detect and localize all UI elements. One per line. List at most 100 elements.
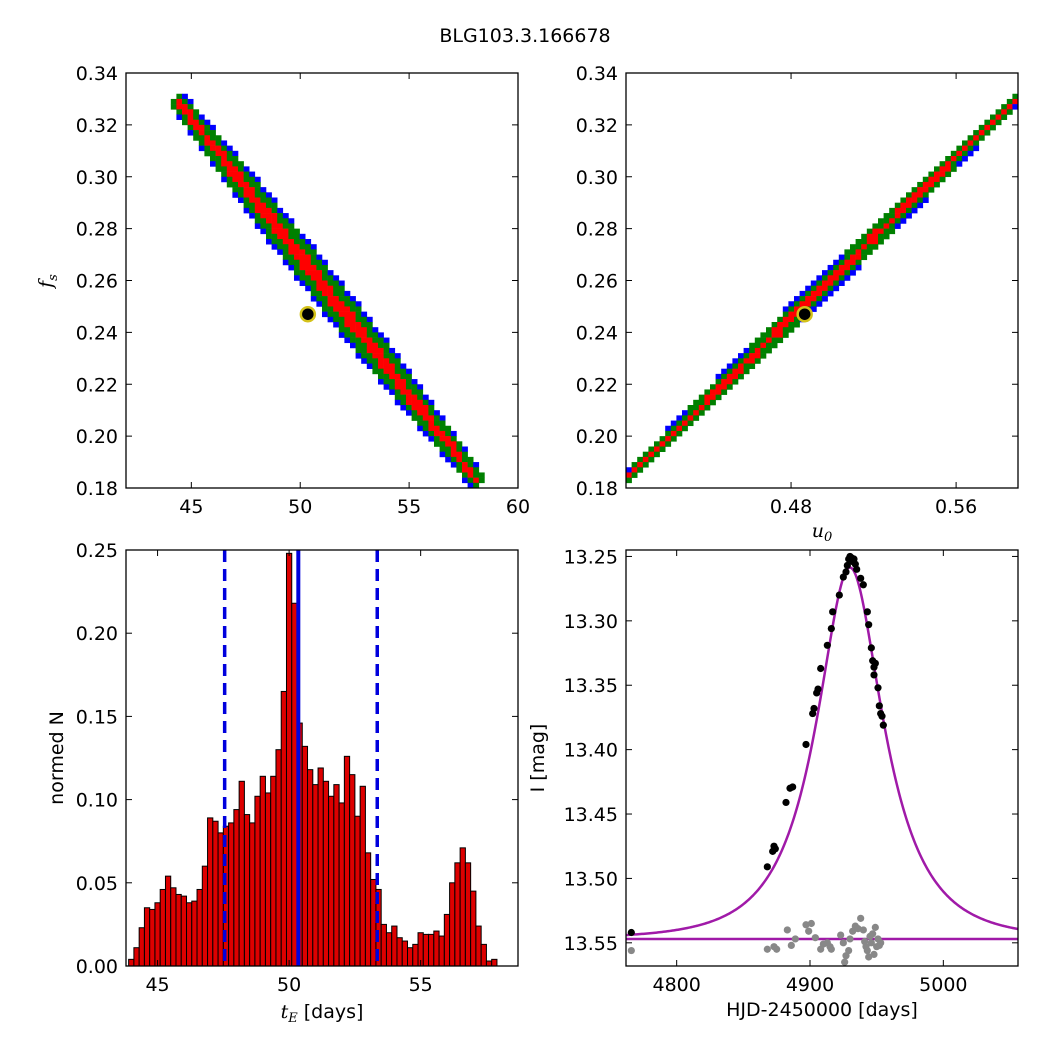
tE-fs-cell-sigma3 xyxy=(182,93,188,100)
tE-fs-ytick-label: 0.24 xyxy=(76,322,118,344)
tE-fs-cell-sigma3 xyxy=(378,379,384,385)
u0-fs-cell-sigma2 xyxy=(670,425,677,432)
tE-fs-cell-sigma2 xyxy=(372,358,379,364)
u0-fs-cell-sigma1 xyxy=(726,379,733,385)
u0-fs-cell-sigma2 xyxy=(861,249,868,255)
tE-fs-cell-sigma2 xyxy=(271,239,278,245)
tE-fs-cell-sigma1 xyxy=(344,306,351,312)
u0-fs-cell-sigma2 xyxy=(687,420,694,427)
u0-fs-cell-sigma3 xyxy=(894,223,901,229)
histogram-bar xyxy=(170,887,177,966)
tE-fs-cell-sigma2 xyxy=(294,270,300,276)
u0-fs-cell-sigma2 xyxy=(911,202,918,209)
tE-fs-cell-sigma2 xyxy=(406,373,412,380)
tE-fs-cell-sigma2 xyxy=(210,135,216,141)
tE-fs-cell-sigma3 xyxy=(428,436,435,442)
data-point xyxy=(843,561,851,570)
tE-fs-cell-sigma3 xyxy=(204,119,211,126)
histogram-bar xyxy=(443,913,451,966)
tE-fs-cell-sigma2 xyxy=(204,145,211,152)
u0-fs-cell-sigma2 xyxy=(654,441,660,447)
tE-fs-cell-sigma3 xyxy=(473,462,480,468)
u0-fs-cell-sigma1 xyxy=(642,456,649,463)
histogram-bar xyxy=(133,947,140,966)
tE-fs-cell-sigma2 xyxy=(316,296,323,302)
histogram-bar xyxy=(285,552,293,966)
tE-fs-cell-sigma1 xyxy=(198,130,205,136)
residual-point xyxy=(871,923,879,931)
tE-fs-cell-sigma2 xyxy=(361,316,368,323)
tE-fs-cell-sigma2 xyxy=(305,280,312,286)
tE-fs-cell-sigma2 xyxy=(327,306,334,312)
histogram-bar xyxy=(270,775,277,966)
tE-fs-cell-sigma2 xyxy=(260,223,267,229)
u0-fs-cell-sigma2 xyxy=(743,363,750,369)
u0-fs-cell-sigma2 xyxy=(861,239,868,245)
tE-fs-cell-sigma2 xyxy=(249,181,256,188)
tE-fs-cell-sigma1 xyxy=(238,176,244,183)
u0-fs-cell-sigma2 xyxy=(962,150,968,157)
histogram-bar xyxy=(243,814,251,966)
u0-fs-cell-sigma1 xyxy=(827,280,834,286)
tE-fs-cell-sigma3 xyxy=(411,379,418,385)
tE-fs-panel: 45 50 55 60 0.18 0.20 0.22 0.24 0.26 0.28 0.30 0.32… xyxy=(35,63,530,518)
u0-fs-cell-sigma1 xyxy=(945,166,952,172)
tE-fs-cell-sigma2 xyxy=(394,358,401,364)
tE-fs-cell-sigma2 xyxy=(299,244,306,250)
u0-fs-cell-sigma2 xyxy=(749,347,756,354)
u0-fs-cell-sigma2 xyxy=(984,130,991,136)
u0-fs-cell-sigma3 xyxy=(967,150,974,157)
u0-fs-cell-sigma2 xyxy=(945,171,952,178)
tE-fs-cell-sigma2 xyxy=(378,373,384,380)
tE-fs-cell-sigma2 xyxy=(467,456,474,463)
u0-fs-cell-sigma1 xyxy=(822,280,828,286)
tE-fs-ylabel: fs xyxy=(35,274,61,290)
u0-fs-cell-sigma1 xyxy=(732,368,739,375)
tE-fs-cell-sigma1 xyxy=(333,301,340,307)
tE-fs-cell-sigma2 xyxy=(221,145,228,152)
data-point xyxy=(874,684,882,692)
tE-fs-cell-sigma2 xyxy=(366,332,373,338)
u0-fs-cell-sigma2 xyxy=(1001,114,1008,120)
tE-fs-cell-sigma2 xyxy=(243,171,250,178)
u0-fs-cell-sigma2 xyxy=(794,322,800,328)
tE-fs-cell-sigma3 xyxy=(355,301,362,307)
tE-fs-cell-sigma1 xyxy=(350,316,356,323)
tE-fs-cell-sigma1 xyxy=(361,327,368,333)
tE-fs-cell-sigma2 xyxy=(282,254,289,261)
tE-fs-cell-sigma1 xyxy=(176,104,183,110)
u0-fs-cell-sigma1 xyxy=(928,176,935,183)
u0-fs-cell-sigma1 xyxy=(945,161,952,167)
tE-fs-cell-sigma2 xyxy=(417,389,424,395)
u0-fs-cell-sigma3 xyxy=(670,420,677,427)
u0-fs-cell-sigma3 xyxy=(911,207,918,214)
u0-fs-cell-sigma1 xyxy=(766,337,772,344)
tE-fs-cell-sigma1 xyxy=(215,150,222,157)
u0-fs-cell-sigma2 xyxy=(698,410,705,416)
tE-fs-cell-sigma1 xyxy=(322,290,328,297)
histogram-bar xyxy=(154,902,161,966)
u0-fs-cell-sigma2 xyxy=(827,270,834,276)
tE-fs-cell-sigma3 xyxy=(366,363,373,369)
histogram-bar xyxy=(407,947,414,966)
tE-fs-cell-sigma2 xyxy=(310,290,317,297)
tE-fs-cell-sigma1 xyxy=(193,119,200,126)
u0-fs-cell-sigma1 xyxy=(833,275,840,281)
u0-fs-cell-sigma1 xyxy=(917,192,924,198)
tE-fs-cell-sigma1 xyxy=(389,373,396,380)
tE-fs-cell-sigma1 xyxy=(467,467,474,473)
tE-fs-cell-sigma3 xyxy=(394,353,401,359)
tE-fs-cell-sigma1 xyxy=(428,415,435,421)
tE-fs-cell-sigma1 xyxy=(288,239,295,245)
u0-fs-cell-sigma2 xyxy=(878,218,884,224)
tE-fs-cell-sigma3 xyxy=(316,254,323,261)
u0-fs-cell-sigma1 xyxy=(732,373,739,380)
tE-fs-cell-sigma1 xyxy=(361,337,368,344)
tE-fs-cell-sigma1 xyxy=(355,327,362,333)
tE-fs-cell-sigma1 xyxy=(417,405,424,411)
tE-fs-xtick-label: 50 xyxy=(288,496,312,518)
histogram-bar xyxy=(301,745,309,966)
tE-fs-cell-sigma2 xyxy=(232,161,239,167)
tE-fs-cell-sigma2 xyxy=(338,327,345,333)
tE-fs-cell-sigma3 xyxy=(467,482,474,488)
